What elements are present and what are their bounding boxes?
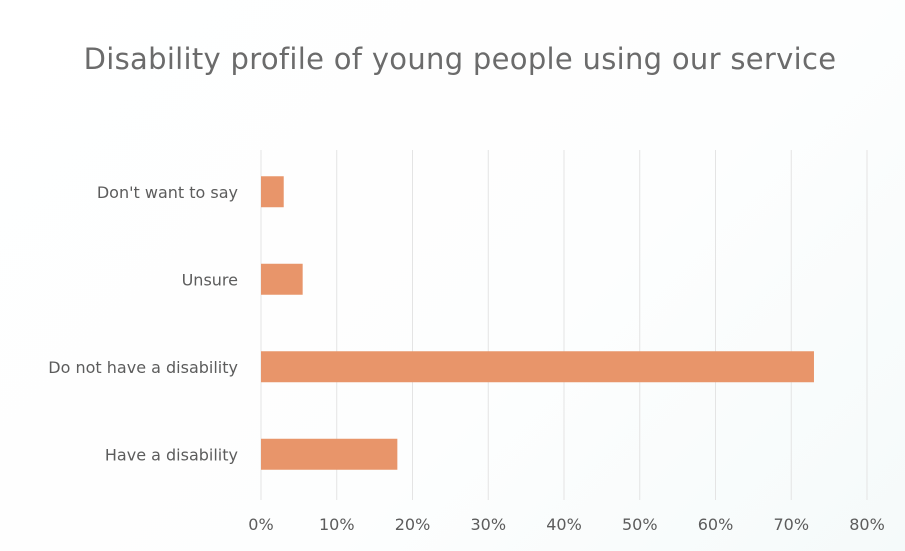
bars — [261, 176, 814, 470]
bar — [261, 176, 284, 208]
category-label: Don't want to say — [97, 183, 238, 202]
bar — [261, 263, 303, 295]
x-tick-label: 20% — [395, 515, 431, 534]
category-label: Have a disability — [105, 445, 238, 464]
category-label: Do not have a disability — [48, 358, 238, 377]
x-tick-label: 60% — [698, 515, 734, 534]
x-tick-label: 0% — [248, 515, 273, 534]
x-tick-label: 40% — [546, 515, 582, 534]
x-tick-labels: 0% 10% 20% 30% 40% 50% 60% 70% 80% — [248, 515, 884, 534]
category-label: Unsure — [182, 270, 238, 289]
x-tick-label: 80% — [849, 515, 885, 534]
bar — [261, 351, 814, 383]
x-tick-label: 50% — [622, 515, 658, 534]
category-labels: Don't want to say Unsure Do not have a dis… — [48, 183, 238, 465]
chart-title: Disability profile of young people using… — [83, 42, 837, 76]
x-tick-label: 70% — [773, 515, 809, 534]
gridlines — [260, 150, 868, 500]
x-tick-label: 10% — [319, 515, 355, 534]
bar — [261, 438, 398, 470]
x-tick-label: 30% — [470, 515, 506, 534]
